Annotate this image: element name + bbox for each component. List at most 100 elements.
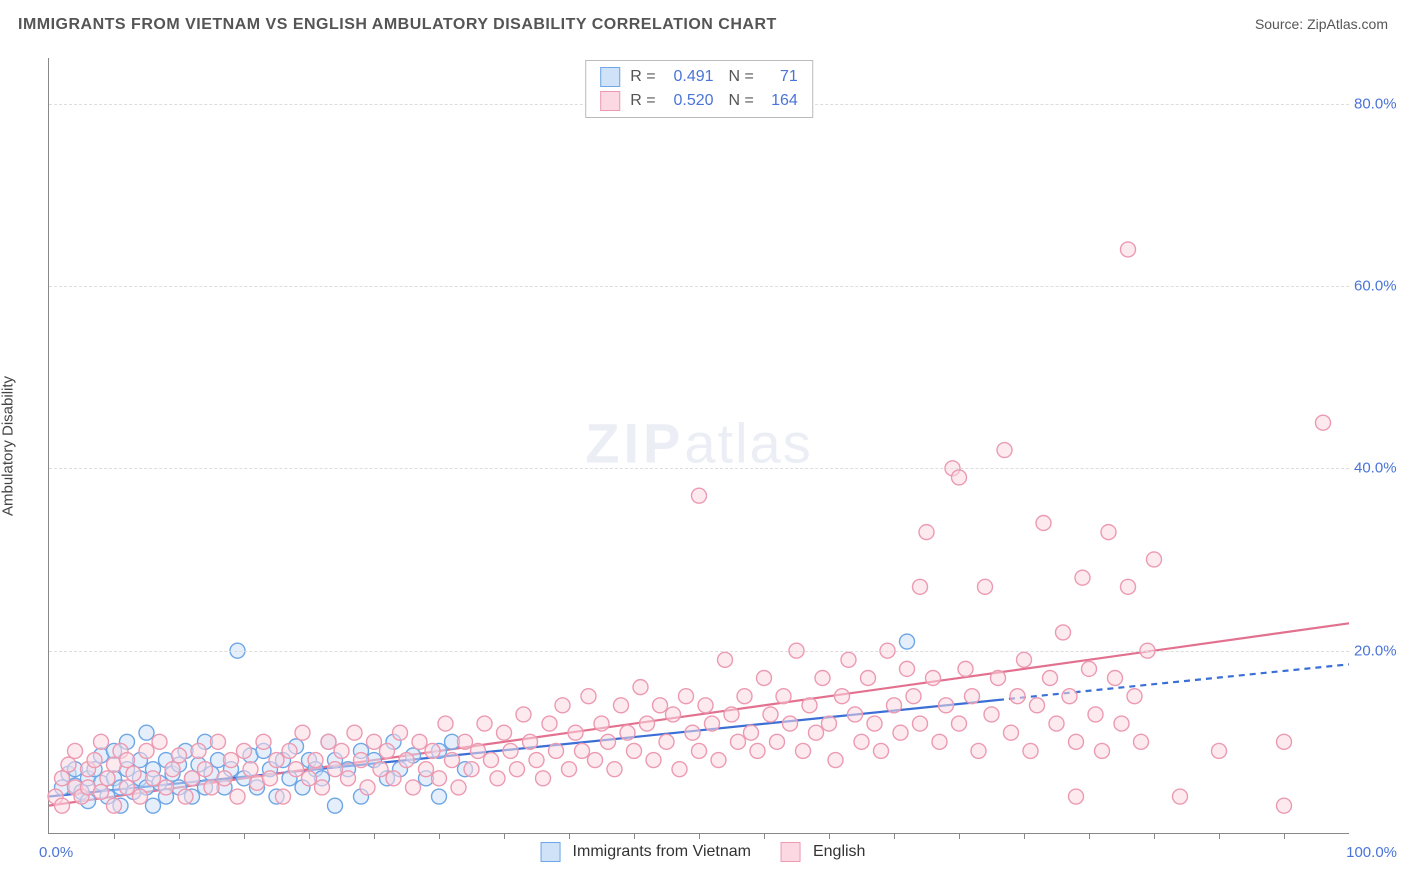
scatter-point [367,734,382,749]
scatter-point [588,753,603,768]
stat-r-value: 0.520 [662,89,714,113]
scatter-point [516,707,531,722]
stat-n-label: N = [720,65,754,89]
scatter-point [542,716,557,731]
scatter-point [458,734,473,749]
stat-n-label: N = [720,89,754,113]
scatter-point [120,753,135,768]
scatter-point [172,748,187,763]
scatter-point [627,743,642,758]
scatter-point [61,757,76,772]
scatter-point [328,798,343,813]
scatter-point [1010,689,1025,704]
scatter-point [451,780,466,795]
scatter-point [152,734,167,749]
scatter-point [1062,689,1077,704]
scatter-point [815,671,830,686]
scatter-point [1134,734,1149,749]
scatter-point [1127,689,1142,704]
scatter-point [952,470,967,485]
scatter-point [711,753,726,768]
scatter-point [939,698,954,713]
scatter-point [1108,671,1123,686]
gridline [49,651,1349,652]
scatter-point [802,698,817,713]
scatter-point [1069,789,1084,804]
scatter-point [581,689,596,704]
bottom-legend-item: English [781,842,865,862]
scatter-point [406,780,421,795]
scatter-point [178,789,193,804]
scatter-point [120,780,135,795]
scatter-point [1069,734,1084,749]
scatter-point [926,671,941,686]
scatter-point [705,716,720,731]
legend-series-name: English [813,843,865,861]
scatter-point [549,743,564,758]
scatter-point [685,725,700,740]
legend-stats-row: R =0.520 N =164 [600,89,798,113]
scatter-point [575,743,590,758]
source-link[interactable]: ZipAtlas.com [1307,16,1388,32]
scatter-point [198,762,213,777]
x-tick-mark [1284,833,1285,839]
scatter-point [997,443,1012,458]
scatter-point [263,771,278,786]
scatter-point [282,743,297,758]
scatter-point [757,671,772,686]
scatter-point [146,771,161,786]
plot-area: R =0.491 N =71R =0.520 N =164 ZIPatlas 2… [48,58,1349,834]
scatter-point [308,753,323,768]
x-tick-mark [569,833,570,839]
scatter-point [100,771,115,786]
stat-r-value: 0.491 [662,65,714,89]
scatter-point [276,789,291,804]
y-tick-label: 20.0% [1354,642,1404,659]
scatter-point [1121,242,1136,257]
scatter-point [744,725,759,740]
scatter-point [848,707,863,722]
scatter-point [1049,716,1064,731]
scatter-point [334,743,349,758]
x-tick-mark [959,833,960,839]
scatter-point [1212,743,1227,758]
scatter-point [1023,743,1038,758]
scatter-point [718,652,733,667]
x-tick-mark [634,833,635,839]
scatter-point [55,798,70,813]
x-tick-mark [309,833,310,839]
bottom-legend-item: Immigrants from Vietnam [541,842,751,862]
x-tick-mark [1219,833,1220,839]
scatter-point [146,798,161,813]
scatter-point [211,734,226,749]
x-tick-mark [1154,833,1155,839]
scatter-point [666,707,681,722]
scatter-point [783,716,798,731]
scatter-point [555,698,570,713]
scatter-point [809,725,824,740]
scatter-point [679,689,694,704]
scatter-point [87,753,102,768]
scatter-point [568,725,583,740]
x-tick-0: 0.0% [39,844,73,861]
scatter-point [1056,625,1071,640]
scatter-point [471,743,486,758]
legend-stats-box: R =0.491 N =71R =0.520 N =164 [585,60,813,118]
scatter-point [94,734,109,749]
scatter-point [360,780,375,795]
x-tick-mark [114,833,115,839]
scatter-point [861,671,876,686]
x-tick-mark [764,833,765,839]
scatter-point [191,743,206,758]
y-axis-label: Ambulatory Disability [0,376,17,516]
scatter-point [1316,415,1331,430]
scatter-point [315,780,330,795]
scatter-point [640,716,655,731]
x-tick-mark [829,833,830,839]
scatter-point [204,780,219,795]
scatter-point [341,771,356,786]
scatter-point [1017,652,1032,667]
scatter-point [971,743,986,758]
scatter-point [230,789,245,804]
x-tick-mark [504,833,505,839]
